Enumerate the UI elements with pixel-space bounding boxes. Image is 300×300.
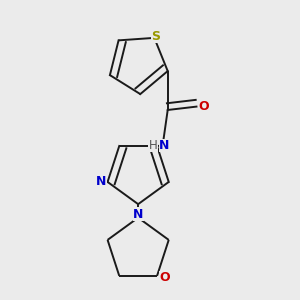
Text: H: H: [149, 139, 158, 152]
Text: N: N: [133, 208, 143, 220]
Text: S: S: [152, 30, 160, 43]
Text: O: O: [199, 100, 209, 113]
Text: O: O: [159, 271, 170, 284]
Text: N: N: [96, 176, 107, 188]
Text: N: N: [159, 139, 169, 152]
